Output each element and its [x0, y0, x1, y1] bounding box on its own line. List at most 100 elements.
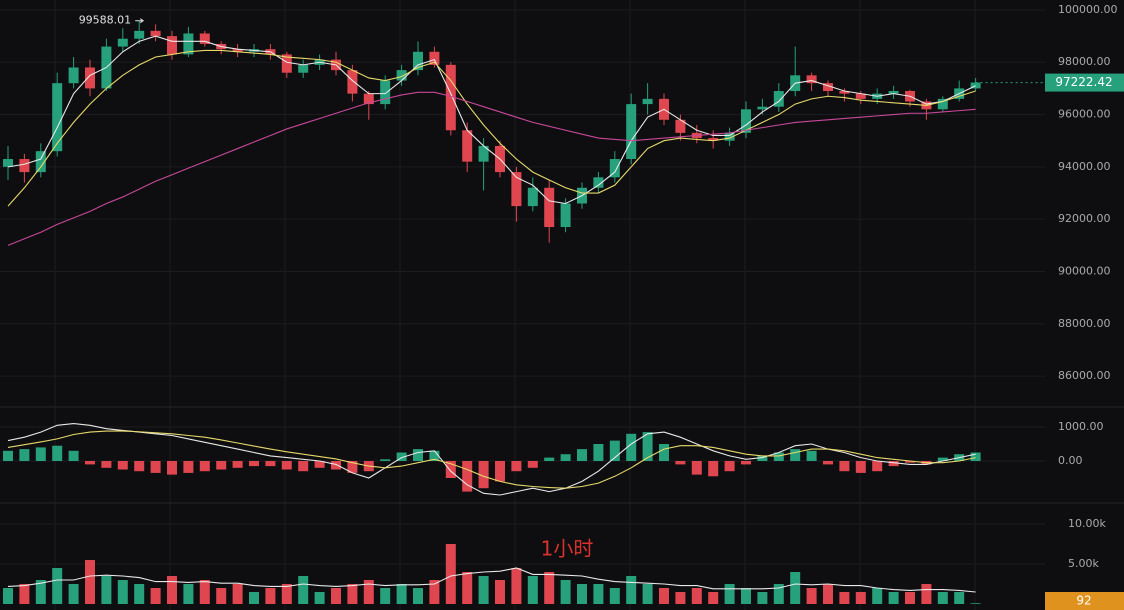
- macd-bar: [429, 450, 440, 462]
- volume-bar: [445, 544, 456, 604]
- price-badge: [1045, 73, 1124, 92]
- macd-bar: [478, 461, 489, 489]
- candle-body: [35, 151, 46, 173]
- macd-bar: [773, 452, 784, 462]
- volume-bar: [757, 592, 768, 604]
- macd-bar: [691, 461, 702, 475]
- volume-bar: [773, 584, 784, 604]
- macd-bar: [659, 444, 669, 462]
- volume-bar: [741, 588, 751, 604]
- volume-bar: [790, 572, 801, 604]
- y-tick-label: 100000.00: [1058, 3, 1118, 16]
- volume-bar: [232, 584, 243, 604]
- macd-bar: [642, 432, 653, 462]
- candle-body: [298, 64, 309, 73]
- candle-body: [85, 67, 95, 89]
- macd-bar: [806, 450, 817, 462]
- watermark: 1小时: [541, 537, 594, 561]
- y-tick-label: 96000.00: [1058, 108, 1111, 121]
- volume-bar: [609, 588, 620, 604]
- candle-body: [560, 203, 571, 228]
- macd-bar: [232, 461, 243, 468]
- macd-bar: [724, 461, 735, 472]
- y-tick-label: 88000.00: [1058, 317, 1111, 330]
- volume-bar: [937, 592, 948, 604]
- volume-bar: [495, 580, 505, 604]
- y-tick-label: 90000.00: [1058, 264, 1111, 277]
- macd-bar: [298, 461, 309, 472]
- macd-bar: [495, 461, 505, 482]
- macd-bar: [445, 461, 456, 479]
- macd-bar: [511, 461, 522, 472]
- volume-bar: [281, 584, 292, 604]
- macd-bar: [872, 461, 883, 472]
- candle-body: [413, 51, 423, 71]
- current-volume: 92: [1076, 594, 1091, 608]
- candle-body: [708, 138, 719, 141]
- candle-body: [675, 119, 686, 133]
- macd-bar: [19, 449, 30, 462]
- candle-body: [429, 51, 440, 65]
- candle-body: [117, 38, 128, 47]
- macd-bar: [167, 461, 177, 475]
- macd-bar: [757, 455, 768, 462]
- candle-body: [347, 70, 358, 94]
- candle-body: [855, 93, 866, 99]
- ma-line: [7, 430, 976, 489]
- y-tick-label: 86000.00: [1058, 369, 1111, 382]
- ma-line: [7, 49, 976, 207]
- volume-bar: [626, 576, 637, 604]
- candle-body: [609, 159, 620, 178]
- y-tick-label: 94000.00: [1058, 160, 1111, 173]
- volume-bar: [527, 576, 538, 604]
- macd-bar: [281, 461, 292, 470]
- macd-bar: [314, 461, 325, 468]
- candle-body: [478, 145, 489, 162]
- volume-bar: [101, 576, 112, 604]
- macd-bar: [544, 457, 555, 462]
- candle-body: [527, 187, 538, 207]
- macd-bar: [741, 461, 751, 465]
- macd-bar: [708, 461, 719, 477]
- volume-bar: [544, 572, 555, 604]
- candle-body: [593, 177, 604, 188]
- volume-bar: [249, 592, 259, 604]
- volume-bar: [396, 584, 407, 604]
- candle-body: [134, 30, 145, 39]
- volume-bar: [511, 568, 522, 604]
- volume-bar: [150, 588, 161, 604]
- candle-body: [232, 49, 243, 52]
- volume-bar: [724, 584, 735, 604]
- volume-bar: [199, 580, 210, 604]
- volume-bar: [823, 584, 833, 604]
- volume-bar: [577, 584, 587, 604]
- volume-bar: [954, 592, 965, 604]
- macd-bar: [216, 461, 227, 470]
- macd-bar: [85, 461, 95, 465]
- macd-bar: [855, 461, 866, 473]
- macd-bar: [675, 461, 686, 465]
- candle-body: [806, 75, 817, 84]
- volume-bar: [872, 588, 883, 604]
- macd-bar: [134, 461, 145, 472]
- macd-bar: [150, 461, 161, 473]
- macd-bar: [888, 461, 899, 467]
- volume-bar: [68, 584, 79, 604]
- volume-bar: [905, 592, 915, 604]
- volume-bar: [642, 584, 653, 604]
- volume-bar: [134, 584, 145, 604]
- volume-bar: [921, 584, 932, 604]
- volume-bar: [462, 572, 473, 604]
- volume-bar: [380, 588, 391, 604]
- candle-body: [183, 33, 194, 55]
- macd-bar: [265, 461, 276, 467]
- candle-body: [167, 36, 177, 55]
- ma-line: [7, 567, 976, 593]
- volume-bar: [347, 584, 358, 604]
- candle-body: [937, 98, 948, 110]
- candle-body: [823, 83, 833, 92]
- candle-body: [68, 67, 79, 84]
- candle-body: [511, 172, 522, 207]
- macd-bar: [117, 461, 128, 470]
